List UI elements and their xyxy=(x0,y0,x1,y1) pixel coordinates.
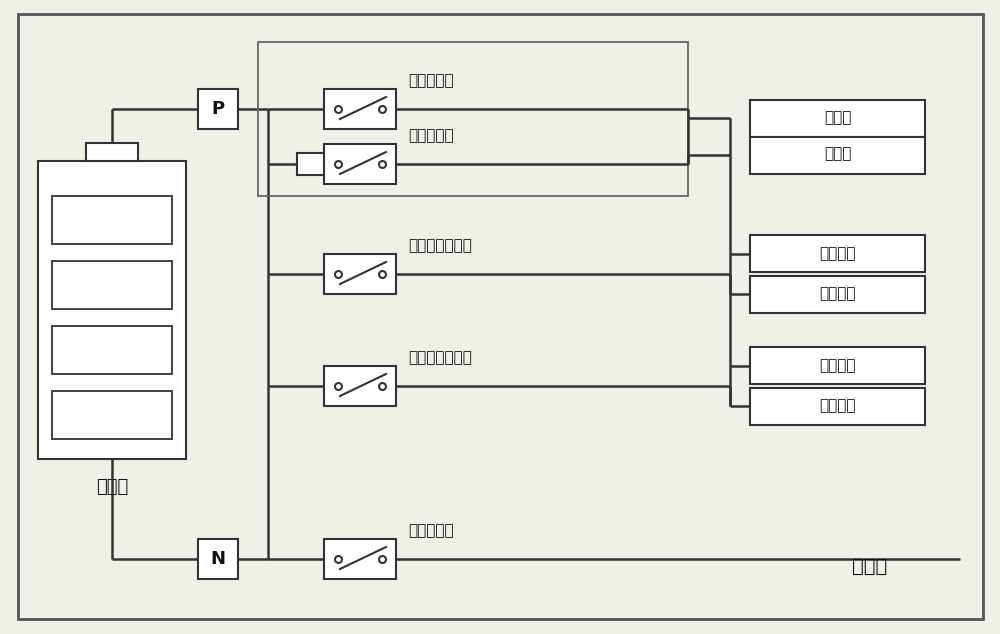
Text: 快充电负: 快充电负 xyxy=(819,398,856,413)
Bar xyxy=(52,326,172,374)
Bar xyxy=(324,89,396,129)
Bar xyxy=(52,261,172,309)
Text: 主正继电器: 主正继电器 xyxy=(408,74,454,89)
Text: 预充继电器: 预充继电器 xyxy=(408,129,454,143)
Text: 快充电正: 快充电正 xyxy=(819,358,856,373)
Text: 供电正: 供电正 xyxy=(824,110,851,126)
Text: 电池组: 电池组 xyxy=(96,478,128,496)
Text: 供电负: 供电负 xyxy=(824,146,851,162)
Text: 慢充电负: 慢充电负 xyxy=(819,286,856,301)
Bar xyxy=(750,136,925,174)
Bar xyxy=(324,366,396,406)
Text: N: N xyxy=(210,550,226,568)
Bar xyxy=(324,539,396,579)
Bar xyxy=(750,388,925,425)
Bar xyxy=(324,254,396,294)
Bar xyxy=(198,539,238,579)
Bar xyxy=(198,89,238,129)
Bar xyxy=(750,100,925,136)
Text: 快速充电继电器: 快速充电继电器 xyxy=(408,351,472,365)
Text: 车载充电继电器: 车载充电继电器 xyxy=(408,238,472,254)
Text: P: P xyxy=(211,100,225,118)
Bar xyxy=(258,42,688,196)
Bar xyxy=(52,196,172,244)
Bar xyxy=(86,143,138,161)
Bar xyxy=(52,391,172,439)
Bar xyxy=(750,276,925,313)
Bar xyxy=(297,153,335,175)
Text: 慢充电正: 慢充电正 xyxy=(819,246,856,261)
Bar xyxy=(38,161,186,459)
Bar xyxy=(750,235,925,272)
Bar xyxy=(324,144,396,184)
Bar xyxy=(750,347,925,384)
Text: 主负继电器: 主负继电器 xyxy=(408,524,454,538)
Text: 电池包: 电池包 xyxy=(852,557,888,576)
